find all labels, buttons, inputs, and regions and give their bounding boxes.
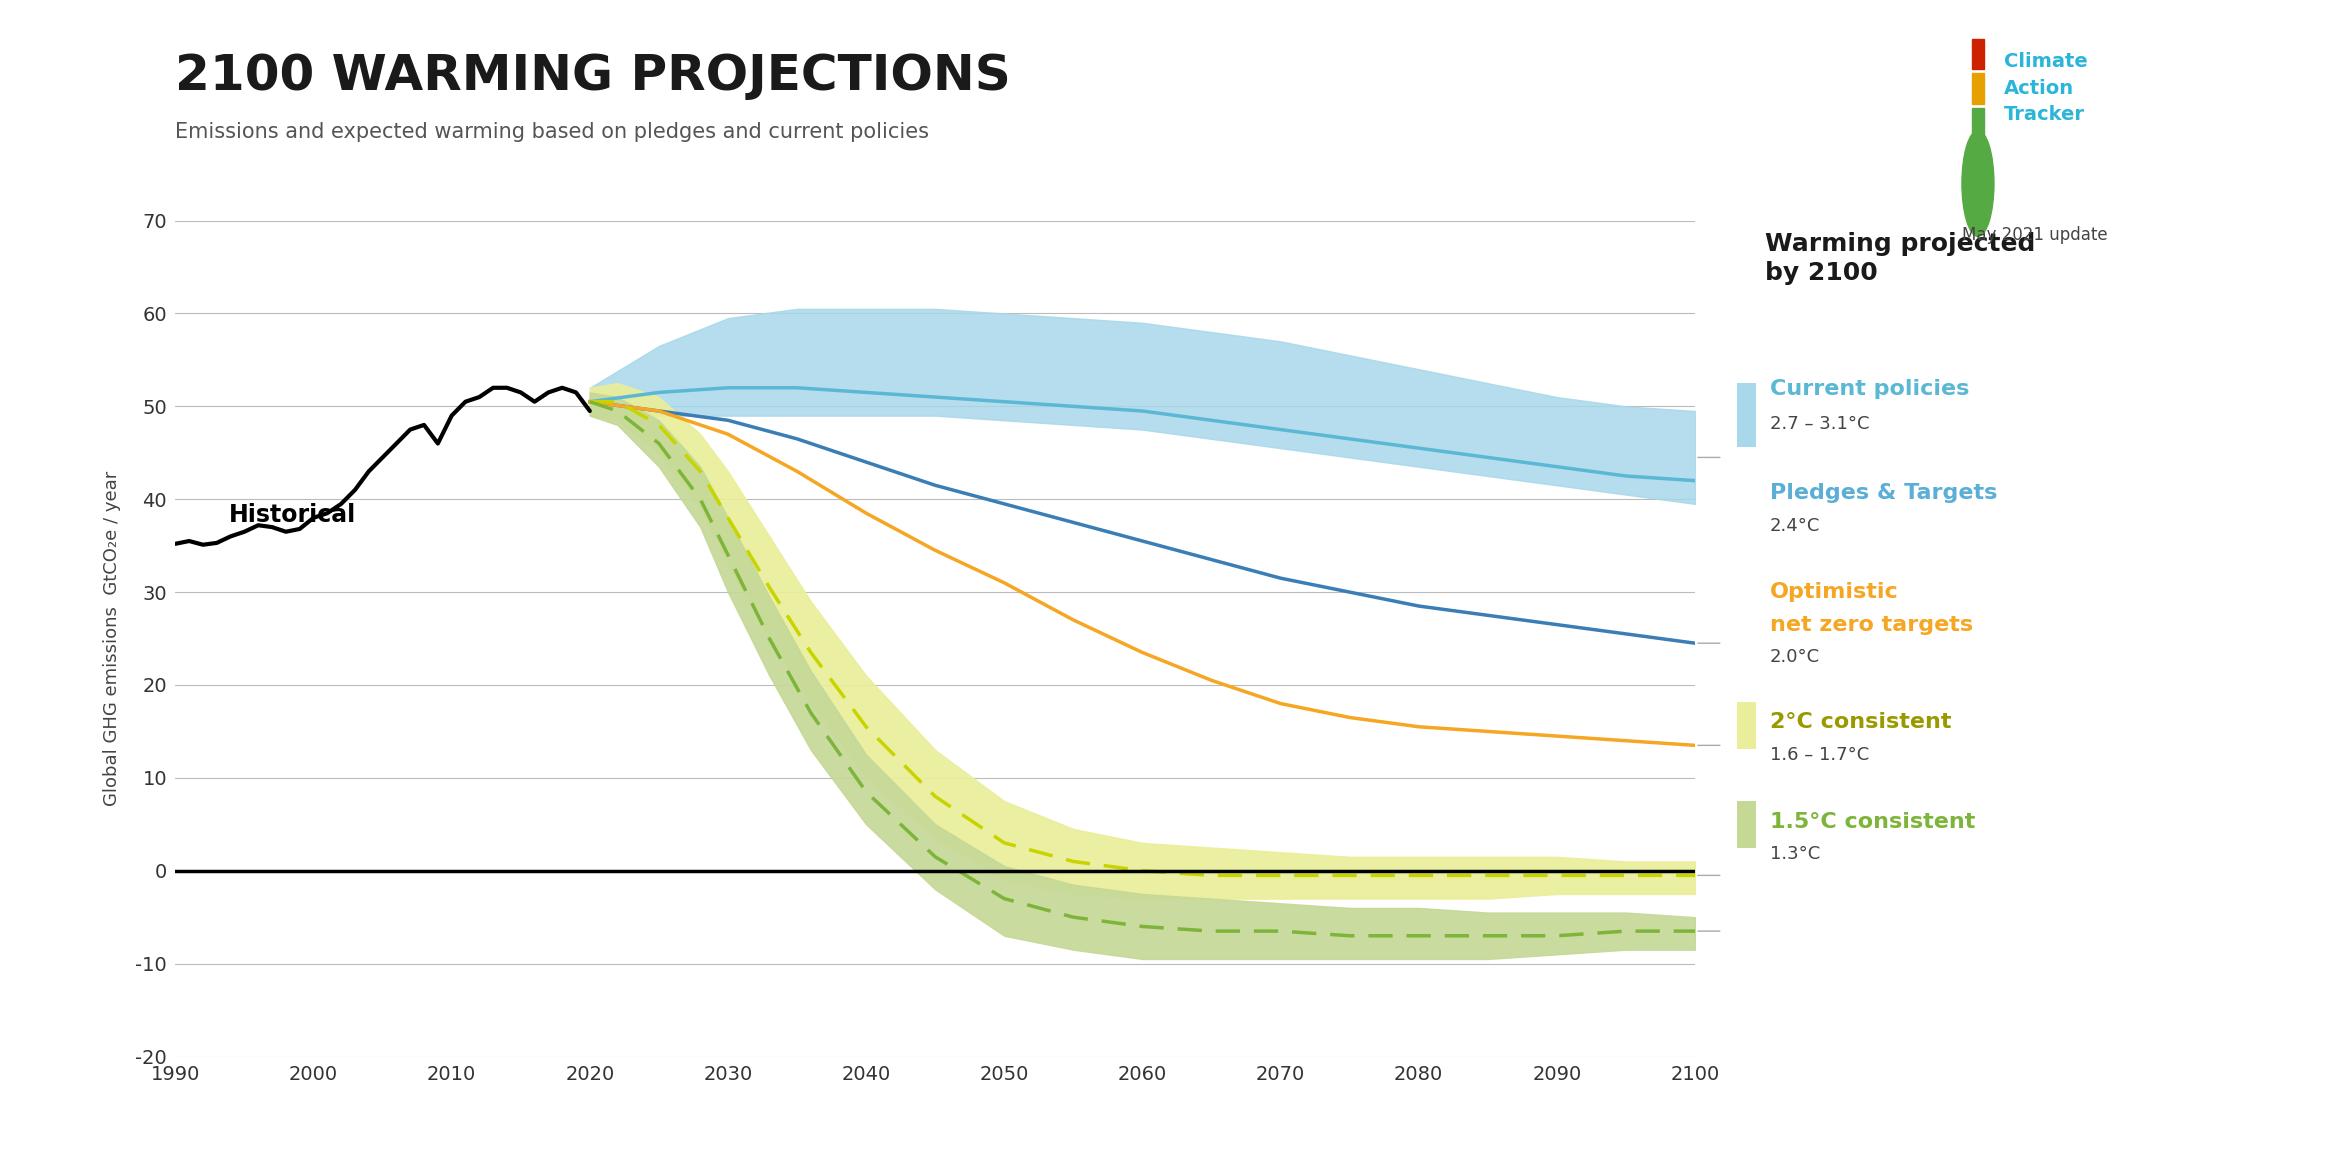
Text: 1.5°C consistent: 1.5°C consistent [1770, 812, 1976, 832]
Text: Optimistic: Optimistic [1770, 582, 1898, 603]
Text: Climate
Action
Tracker: Climate Action Tracker [2004, 52, 2088, 124]
Bar [1971, 108, 1985, 139]
Text: 1.6 – 1.7°C: 1.6 – 1.7°C [1770, 745, 1868, 764]
Text: Historical: Historical [229, 503, 355, 527]
Bar [1971, 73, 1985, 104]
Text: 2.4°C: 2.4°C [1770, 517, 1821, 535]
Text: 1.3°C: 1.3°C [1770, 845, 1819, 864]
Text: Pledges & Targets: Pledges & Targets [1770, 483, 1997, 504]
Text: 2.7 – 3.1°C: 2.7 – 3.1°C [1770, 414, 1870, 433]
Text: May 2021 update: May 2021 update [1962, 226, 2107, 245]
Bar [1971, 38, 1985, 70]
Text: net zero targets: net zero targets [1770, 614, 1973, 635]
Text: 2.0°C: 2.0°C [1770, 648, 1819, 666]
Y-axis label: Global GHG emissions  GtCO₂e / year: Global GHG emissions GtCO₂e / year [103, 471, 122, 806]
Text: Warming projected
by 2100: Warming projected by 2100 [1765, 232, 2036, 284]
Text: 2°C consistent: 2°C consistent [1770, 712, 1952, 733]
Circle shape [1962, 130, 1994, 237]
Text: Emissions and expected warming based on pledges and current policies: Emissions and expected warming based on … [175, 122, 928, 142]
Text: 2100 WARMING PROJECTIONS: 2100 WARMING PROJECTIONS [175, 52, 1010, 100]
Text: Current policies: Current policies [1770, 378, 1969, 399]
